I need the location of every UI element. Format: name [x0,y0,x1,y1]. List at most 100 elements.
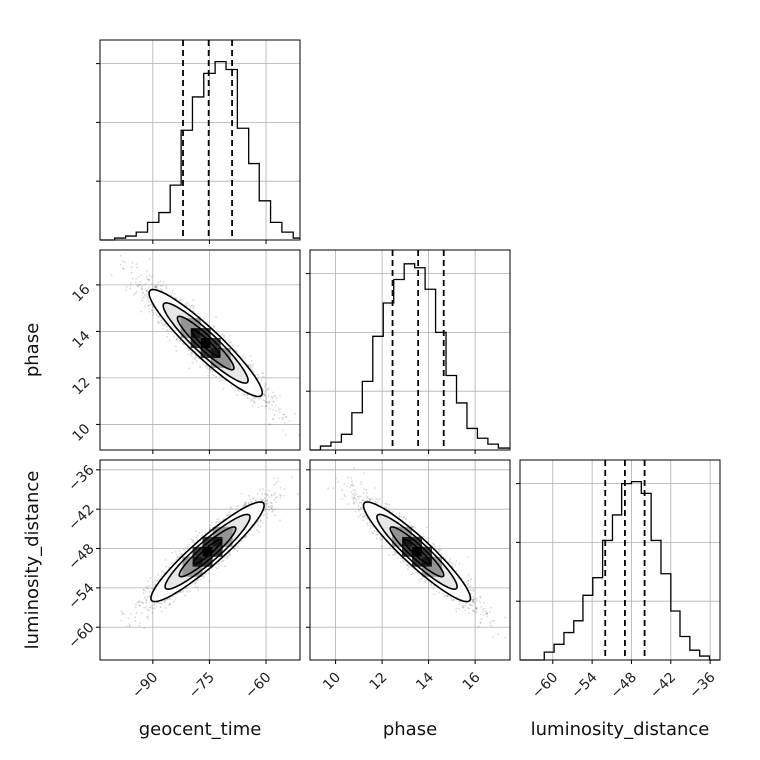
sample-point [158,602,161,605]
sample-point [157,321,160,323]
sample-point [245,535,248,538]
sample-point [141,288,144,291]
sample-point [134,616,137,619]
sample-point [275,397,278,399]
sample-point [260,519,262,522]
sample-point [168,566,170,569]
sample-point [275,410,277,412]
sample-point [257,377,259,380]
sample-point [150,309,153,311]
sample-point [141,288,143,290]
sample-point [138,284,141,286]
sample-point [177,339,180,341]
sample-point [291,476,293,479]
sample-point [139,604,141,607]
sample-point [254,397,256,399]
sample-point [237,546,239,548]
sample-point [193,305,196,308]
sample-point [273,477,276,479]
sample-point [284,433,287,436]
sample-point [267,395,270,398]
sample-point [244,503,247,506]
sample-point [174,345,177,348]
sample-point [271,505,274,508]
sample-point [135,277,138,280]
sample-point [169,603,171,605]
sample-point [130,282,132,285]
sample-point [147,609,150,612]
sample-point [146,296,149,298]
sample-point [261,372,264,374]
sample-point [264,400,267,403]
sample-point [187,348,190,350]
sample-point [156,321,159,324]
sample-point [136,266,138,269]
sample-point [271,403,273,406]
sample-point [193,358,196,361]
sample-point [260,379,263,382]
sample-point [264,382,267,385]
scatter-panel-geocent_time-vs-phase [96,250,300,454]
sample-point [119,254,122,257]
sample-point [146,587,149,590]
sample-point [129,624,132,627]
sample-point [156,579,159,582]
sample-point [165,325,168,328]
sample-point [159,280,162,283]
sample-point [271,395,273,398]
sample-point [266,493,268,496]
sample-point [159,606,162,608]
sample-point [135,603,137,606]
sample-point [204,529,207,532]
sample-point [192,299,195,301]
histogram-panel-luminosity_distance [516,460,720,664]
sample-point [166,335,168,338]
sample-point [128,625,131,628]
sample-point [253,402,256,404]
sample-point [274,394,277,397]
sample-point [150,604,153,607]
sample-point [151,275,153,278]
histogram-phase [310,263,510,451]
sample-point [207,374,210,377]
sample-point [236,351,239,353]
sample-point [252,400,255,402]
sample-point [266,513,268,515]
sample-point [179,591,182,594]
sample-point [224,556,227,559]
sample-point [174,296,176,299]
sample-point [190,352,193,355]
sample-point [142,592,145,595]
sample-point [215,520,218,523]
sample-point [186,301,189,304]
sample-point [236,389,239,391]
sample-point [272,409,274,412]
sample-point [180,298,183,301]
sample-point [145,585,148,588]
sample-point [249,354,252,357]
sample-point [271,397,274,399]
sample-point [179,591,182,593]
sample-point [222,335,225,337]
sample-point [229,513,232,516]
histogram-geocent_time [100,60,300,241]
sample-point [122,267,125,270]
sample-point [151,283,153,285]
sample-point [264,492,266,495]
sample-point [251,368,253,371]
sample-point [151,309,153,312]
sample-point [274,496,277,499]
sample-point [268,509,271,512]
sample-point [238,543,241,545]
sample-point [149,274,151,277]
sample-point [209,371,212,373]
sample-point [283,494,286,497]
sample-point [282,413,285,416]
sample-point [227,514,230,517]
sample-point [217,565,220,568]
sample-point [253,401,256,404]
sample-point [157,573,160,576]
sample-point [159,319,162,322]
sample-point [160,610,163,613]
sample-point [263,385,266,388]
